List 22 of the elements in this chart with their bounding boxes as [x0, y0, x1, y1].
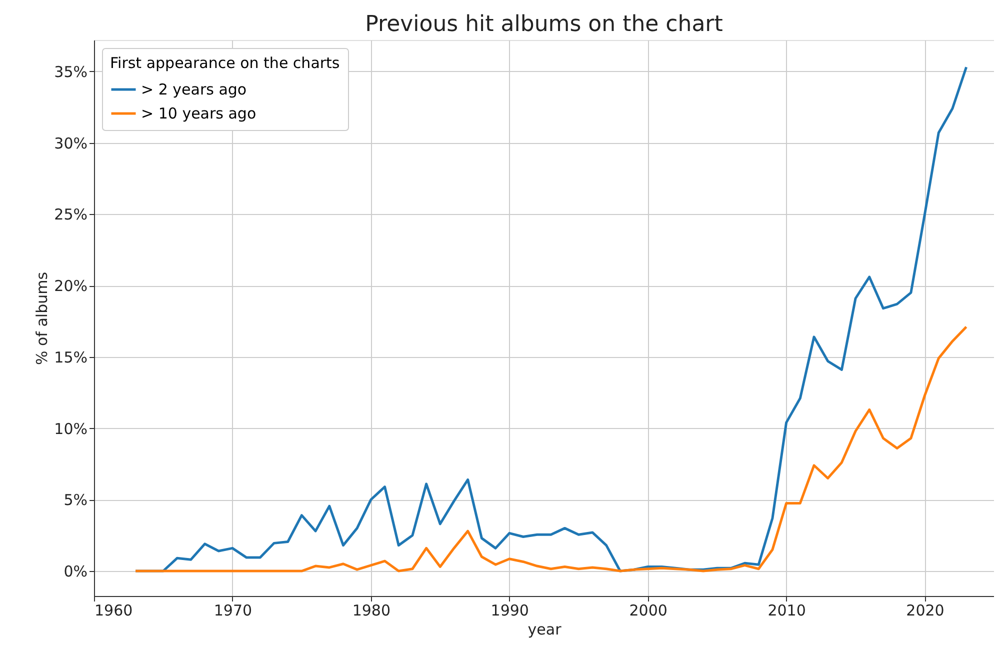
- legend-title: First appearance on the charts: [110, 54, 340, 72]
- legend-label: > 2 years ago: [141, 80, 247, 98]
- legend-label: > 10 years ago: [141, 104, 256, 122]
- x-tick-label: 1990: [490, 602, 529, 620]
- y-tick-label: 25%: [54, 206, 88, 224]
- x-tick-label: 2000: [629, 602, 668, 620]
- chart-title: Previous hit albums on the chart: [365, 12, 724, 37]
- y-tick-label: 5%: [64, 491, 88, 510]
- y-axis-title: % of albums: [33, 272, 52, 366]
- y-tick-label: 0%: [64, 562, 88, 581]
- x-axis-title: year: [528, 620, 562, 638]
- x-tick-label: 1970: [214, 602, 252, 620]
- line-series: [134, 326, 968, 572]
- x-tick-label: 2020: [906, 602, 944, 620]
- x-tick-label: 1960: [94, 602, 133, 620]
- y-tick-label: 20%: [54, 277, 88, 296]
- y-tick-label: 30%: [54, 134, 88, 152]
- x-tick-label: 1980: [352, 602, 391, 620]
- y-tick-label: 35%: [54, 62, 88, 81]
- y-tick-label: 15%: [54, 348, 88, 366]
- x-tick-label: 2010: [768, 602, 806, 620]
- y-tick-label: 10%: [54, 420, 88, 438]
